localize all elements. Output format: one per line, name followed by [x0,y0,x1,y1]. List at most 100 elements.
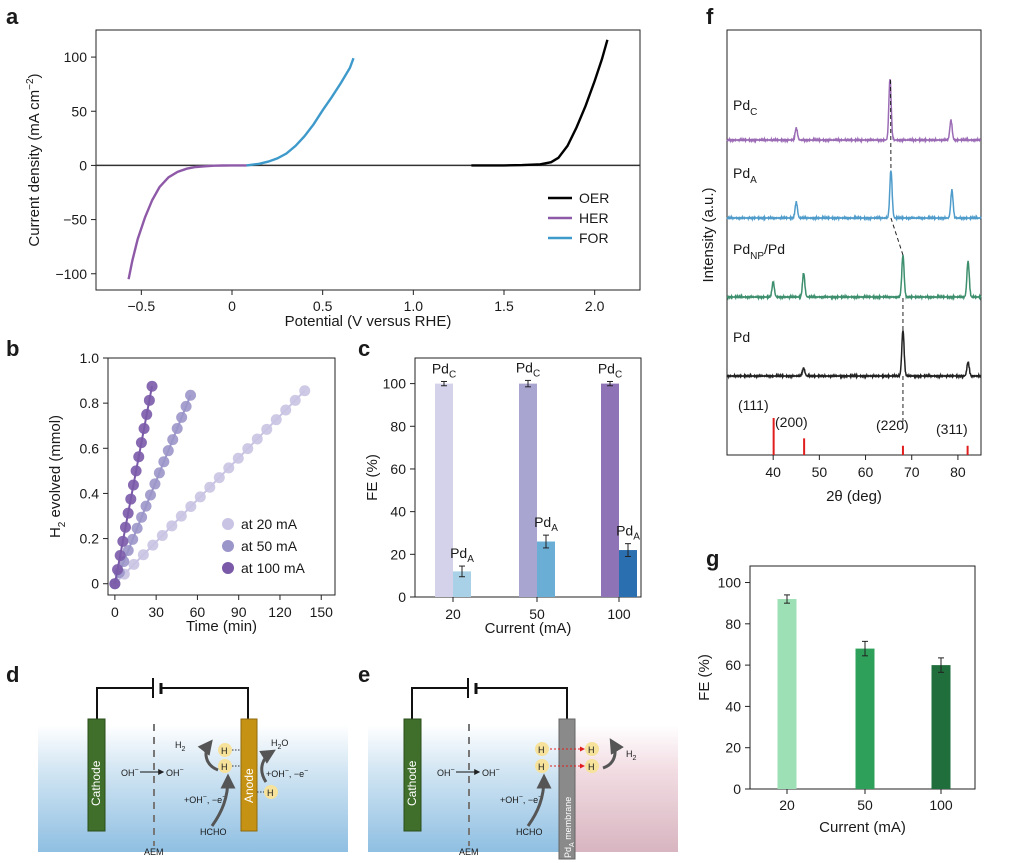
x-tick-label: 0 [111,604,119,620]
x-tick-label: 0 [228,298,236,314]
x-tick-label: 120 [268,604,292,620]
y-tick-label: 50 [71,103,87,119]
series-line-oer [471,39,609,167]
x-tick-label: −0.5 [128,298,156,314]
bar-label-sub: C [615,369,622,380]
y-tick-label: 0.8 [80,395,100,411]
data-point [175,510,187,522]
chart-b-h2-evolution: 0 30 60 90 120 150 0 0.2 0.4 0.6 0.8 1.0 Time (min) H… [47,350,336,635]
bar-label-main: Pd [534,514,551,530]
data-point [180,400,192,412]
data-point [135,437,147,449]
reference-label: (200) [775,414,808,430]
oxidation-arrow [210,773,236,827]
data-point [119,521,131,533]
x-tick-label: 90 [231,604,247,620]
x-axis-label: Time (min) [186,618,257,635]
data-point [232,452,244,464]
panel-letter-f: f [706,4,714,29]
x-tick-label: 20 [779,797,795,813]
bar-label: PdC [598,360,622,380]
h2-product-label: H2 [626,749,637,762]
panel-letter-d: d [6,662,19,687]
data-point [136,511,148,523]
data-point [122,507,134,519]
x-tick-label: 40 [765,464,781,480]
data-point [176,411,188,423]
bar [435,383,453,597]
hcho-label: HCHO [200,827,227,837]
diagram-e-cell-schematic: Cathode PdA membrane AEM OH− OH− H H H H… [368,678,678,860]
y-axis-label-end: ) [26,73,43,78]
bar-label-sub: C [449,369,456,380]
data-point [144,489,156,501]
x-tick-label: 0.5 [313,298,333,314]
bar-label-sub: A [551,523,558,534]
series-label-suffix: /Pd [764,241,785,257]
data-point [158,456,170,468]
data-point [166,520,178,532]
y-tick-label: 20 [725,740,741,756]
data-point [125,493,137,505]
h2-product-label: H2 [175,740,186,753]
bar [855,648,875,789]
series-label-main: Pd [733,97,750,113]
y-tick-label: 40 [390,504,406,520]
data-point [117,535,129,547]
xrd-pattern [726,170,982,222]
panel-letter-a: a [6,4,19,29]
y-tick-label: 100 [383,376,407,392]
y-axis-label: Intensity (a.u.) [700,187,717,282]
h2o-product-label: H2O [271,738,288,751]
x-tick-label: 80 [950,464,966,480]
bar [537,541,555,597]
data-point [167,434,179,446]
chart-g-faradaic-efficiency: 0 20 40 60 80 100 Current (mA) FE (%) 20 50 100 [696,565,976,836]
electrolyte-tank-left [368,725,566,852]
data-point [133,451,145,463]
h-atom-left-top [535,742,549,756]
y-tick-label: 0 [733,781,741,797]
bar-label-sub: A [633,532,640,543]
h2-evolution-arrow [602,738,624,770]
xrd-pattern [726,330,982,380]
diagram-d-cell-schematic: Cathode Anode AEM OH− OH− H H H H2 H2O +… [38,678,348,857]
series-label-main: Pd [733,165,750,181]
oh-left-label: OH− [437,767,455,778]
data-point [270,414,282,426]
h-label-right-top: H [588,745,595,755]
bar-label: PdC [516,359,540,379]
x-axis-label: 2θ (deg) [826,488,882,505]
y-tick-label: 100 [64,49,88,65]
bar [777,599,797,789]
data-point [153,467,165,479]
bar-label: PdA [450,545,474,565]
panel-letter-g: g [706,546,719,571]
h-label-left-bottom: H [538,762,545,772]
data-point [242,443,254,455]
peak-shift-guide [890,217,904,256]
x-tick-label: 1.5 [494,298,514,314]
pd-membrane-electrode [558,718,576,860]
h-atom-top-label: H [221,746,228,756]
x-tick-label: 50 [529,606,545,622]
oxidation-arrow [526,773,552,827]
oh-right-label: OH− [166,767,184,778]
y-tick-label: 80 [725,616,741,632]
bar-label-main: Pd [450,545,467,561]
cathode-label: Cathode [89,760,103,806]
legend-marker [222,518,234,530]
series-label-sub: C [750,107,757,118]
y-axis-label-pre: H [47,527,64,538]
series-line-for [246,57,355,167]
h-label-right-bottom: H [588,762,595,772]
data-point [146,380,158,392]
cathode-label: Cathode [405,760,419,806]
x-tick-label: 60 [858,464,874,480]
plot-frame [726,29,982,456]
data-point [128,558,140,570]
y-axis-label-sup: −2 [25,78,36,90]
y-tick-label: 40 [725,698,741,714]
bar-label: PdC [432,360,456,380]
